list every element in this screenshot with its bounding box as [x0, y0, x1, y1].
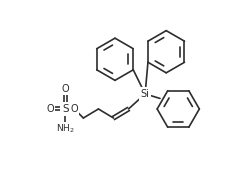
Text: S: S — [62, 104, 68, 114]
Text: O: O — [61, 84, 69, 94]
Text: O: O — [70, 104, 78, 114]
Text: O: O — [46, 104, 54, 114]
Text: NH$_2$: NH$_2$ — [56, 122, 75, 135]
Text: Si: Si — [141, 89, 150, 99]
